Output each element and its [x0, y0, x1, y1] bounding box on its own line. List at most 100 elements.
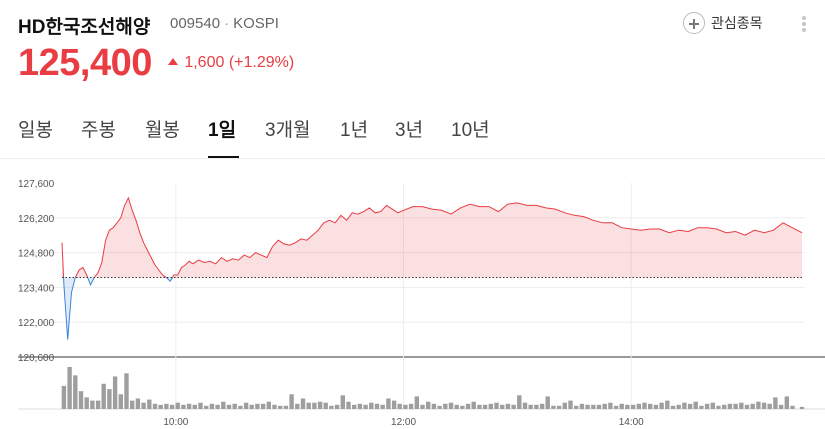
volume-bar	[511, 404, 516, 409]
volume-bar	[534, 404, 539, 409]
volume-bar	[340, 395, 345, 409]
y-tick-label: 120,600	[18, 353, 55, 364]
volume-bar	[374, 403, 380, 410]
volume-bar	[528, 404, 533, 409]
volume-bar	[665, 400, 670, 409]
volume-bar	[699, 405, 704, 409]
tab-1day[interactable]: 1일	[208, 120, 237, 141]
volume-bar	[574, 405, 579, 409]
volume-bar	[232, 403, 237, 410]
volume-bar	[300, 398, 306, 409]
add-favorite-button[interactable]: 관심종목	[683, 10, 763, 36]
volume-bar	[67, 367, 72, 409]
volume-bar	[135, 398, 141, 409]
volume-bar	[670, 405, 676, 409]
y-tick-label: 124,800	[18, 249, 55, 260]
tab-weekly[interactable]: 주봉	[81, 120, 116, 141]
volume-bar	[778, 404, 784, 409]
volume-bar	[78, 391, 84, 409]
volume-bar	[158, 404, 163, 409]
change-percent: (+1.29%)	[228, 53, 295, 71]
volume-bar	[716, 405, 721, 409]
change-amount: 1,600	[184, 53, 225, 71]
volume-bar	[522, 402, 528, 409]
volume-bar	[551, 405, 556, 409]
volume-bar	[739, 402, 744, 409]
volume-bar	[790, 405, 795, 409]
tab-10years[interactable]: 10년	[451, 120, 490, 141]
volume-bar	[437, 405, 442, 409]
volume-bar	[659, 402, 664, 409]
current-price: 125,400	[18, 42, 152, 84]
volume-bar	[585, 404, 590, 409]
volume-bar	[186, 403, 192, 410]
volume-bar	[260, 403, 266, 410]
tab-monthly[interactable]: 월봉	[145, 120, 180, 141]
stock-meta: 009540 · KOSPI	[170, 15, 279, 32]
stock-header: HD한국조선해양 009540 · KOSPI 관심종목	[18, 10, 825, 38]
volume-bar	[255, 403, 260, 410]
tab-1year[interactable]: 1년	[340, 120, 369, 141]
volume-bar	[329, 405, 334, 409]
volume-bar	[306, 402, 311, 409]
volume-bar	[226, 404, 232, 409]
volume-bar	[243, 402, 249, 409]
price-row: 125,400 1,600 (+1.29%)	[18, 42, 294, 88]
volume-bar	[625, 404, 630, 409]
volume-bar	[568, 400, 573, 409]
volume-bar	[619, 403, 624, 410]
favorite-label: 관심종목	[711, 15, 763, 31]
volume-bar	[164, 403, 169, 410]
active-tab-indicator	[208, 156, 239, 158]
volume-bar	[118, 394, 123, 409]
tab-3years[interactable]: 3년	[395, 120, 424, 141]
volume-bar	[784, 396, 789, 409]
volume-bar	[704, 403, 710, 410]
volume-bar	[636, 403, 641, 410]
volume-bar	[198, 402, 203, 409]
tab-3months[interactable]: 3개월	[265, 120, 311, 141]
volume-bar	[722, 404, 727, 409]
volume-bar	[107, 389, 112, 409]
volume-bar	[602, 403, 607, 410]
volume-bar	[312, 402, 317, 409]
volume-bar	[95, 400, 101, 409]
volume-bar	[112, 376, 118, 409]
volume-bar	[386, 398, 391, 409]
separator-dot: ·	[224, 15, 230, 32]
volume-bar	[676, 404, 681, 409]
stock-code: 009540	[170, 15, 221, 32]
volume-bar	[266, 401, 271, 409]
volume-bar	[613, 405, 619, 409]
volume-bar	[403, 404, 408, 409]
more-options-button[interactable]	[800, 12, 808, 36]
volume-bar	[346, 401, 351, 409]
up-arrow-icon	[168, 57, 179, 65]
tab-daily[interactable]: 일봉	[18, 120, 53, 141]
volume-bar	[124, 373, 129, 409]
volume-bar	[539, 403, 545, 410]
volume-bar	[744, 404, 750, 409]
volume-bar	[591, 404, 596, 409]
volume-bar	[369, 402, 374, 409]
volume-bar	[295, 403, 300, 410]
y-tick-label: 123,400	[18, 283, 55, 294]
volume-bar	[482, 404, 488, 409]
volume-bar	[517, 395, 522, 409]
volume-bar	[278, 405, 283, 409]
volume-bar	[630, 404, 636, 409]
volume-bar	[767, 403, 772, 410]
volume-bar	[426, 401, 431, 409]
volume-bar	[357, 403, 363, 410]
x-tick-label: 14:00	[619, 417, 644, 428]
x-tick-label: 10:00	[163, 417, 188, 428]
volume-bar	[448, 402, 454, 409]
volume-bar	[443, 403, 448, 410]
volume-bar	[209, 403, 215, 410]
volume-bar	[323, 402, 328, 409]
volume-bar	[556, 405, 562, 409]
volume-bar	[545, 396, 550, 409]
volume-bar	[272, 404, 277, 409]
intraday-price-chart[interactable]: 127,600 126,200 124,800 123,400 122,000 120,6…	[0, 159, 825, 429]
volume-bar	[90, 400, 95, 409]
